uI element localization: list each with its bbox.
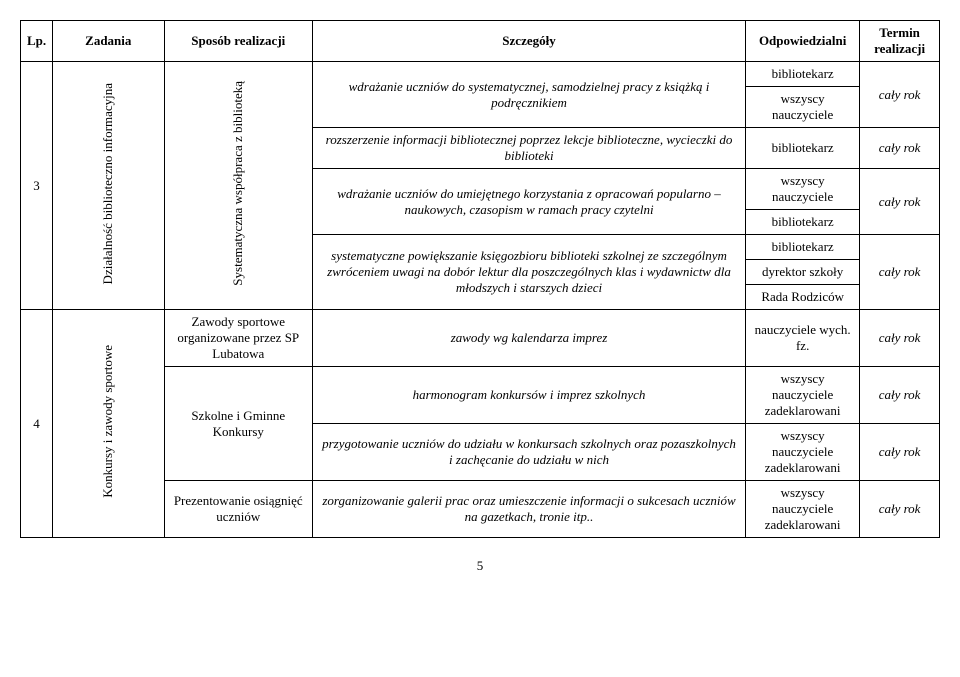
table-row: 4 Konkursy i zawody sportowe Zawody spor…	[21, 310, 940, 367]
szcz-4-4: zorganizowanie galerii prac oraz umieszc…	[312, 481, 745, 538]
szcz-4-1: zawody wg kalendarza imprez	[312, 310, 745, 367]
sposob-4-3: Prezentowanie osiągnięć uczniów	[164, 481, 312, 538]
odp-3-4a: bibliotekarz	[746, 235, 860, 260]
hdr-termin: Termin realizacji	[860, 21, 940, 62]
odp-3-3a: wszyscy nauczyciele	[746, 169, 860, 210]
odp-4-2: wszyscy nauczyciele zadeklarowani	[746, 367, 860, 424]
page-number: 5	[20, 558, 940, 574]
term-3-4: cały rok	[860, 235, 940, 310]
term-3-3: cały rok	[860, 169, 940, 235]
term-3-2: cały rok	[860, 128, 940, 169]
term-4-1: cały rok	[860, 310, 940, 367]
main-table: Lp. Zadania Sposób realizacji Szczegóły …	[20, 20, 940, 538]
hdr-odp: Odpowiedzialni	[746, 21, 860, 62]
zad-3: Działalność biblioteczno informacyjna	[52, 62, 164, 310]
hdr-lp: Lp.	[21, 21, 53, 62]
odp-4-1: nauczyciele wych. fz.	[746, 310, 860, 367]
szcz-4-3: przygotowanie uczniów do udziału w konku…	[312, 424, 745, 481]
odp-3-3b: bibliotekarz	[746, 210, 860, 235]
szcz-3-1: wdrażanie uczniów do systematycznej, sam…	[312, 62, 745, 128]
term-4-2: cały rok	[860, 367, 940, 424]
odp-3-4b: dyrektor szkoły	[746, 260, 860, 285]
sposob-3: Systematyczna współpraca z biblioteką	[164, 62, 312, 310]
hdr-sposob: Sposób realizacji	[164, 21, 312, 62]
zad-4: Konkursy i zawody sportowe	[52, 310, 164, 538]
szcz-3-4: systematyczne powiększanie księgozbioru …	[312, 235, 745, 310]
sposob-4-2: Szkolne i Gminne Konkursy	[164, 367, 312, 481]
hdr-szczegoly: Szczegóły	[312, 21, 745, 62]
table-row: 3 Działalność biblioteczno informacyjna …	[21, 62, 940, 87]
lp-3: 3	[21, 62, 53, 310]
odp-3-1b: wszyscy nauczyciele	[746, 87, 860, 128]
hdr-zadania: Zadania	[52, 21, 164, 62]
sposob-4-1: Zawody sportowe organizowane przez SP Lu…	[164, 310, 312, 367]
odp-4-4: wszyscy nauczyciele zadeklarowani	[746, 481, 860, 538]
odp-3-2: bibliotekarz	[746, 128, 860, 169]
odp-3-1a: bibliotekarz	[746, 62, 860, 87]
lp-4: 4	[21, 310, 53, 538]
szcz-3-2: rozszerzenie informacji bibliotecznej po…	[312, 128, 745, 169]
odp-4-3: wszyscy nauczyciele zadeklarowani	[746, 424, 860, 481]
term-4-3: cały rok	[860, 424, 940, 481]
header-row: Lp. Zadania Sposób realizacji Szczegóły …	[21, 21, 940, 62]
term-4-4: cały rok	[860, 481, 940, 538]
term-3-1: cały rok	[860, 62, 940, 128]
szcz-3-3: wdrażanie uczniów do umiejętnego korzyst…	[312, 169, 745, 235]
odp-3-4c: Rada Rodziców	[746, 285, 860, 310]
szcz-4-2: harmonogram konkursów i imprez szkolnych	[312, 367, 745, 424]
